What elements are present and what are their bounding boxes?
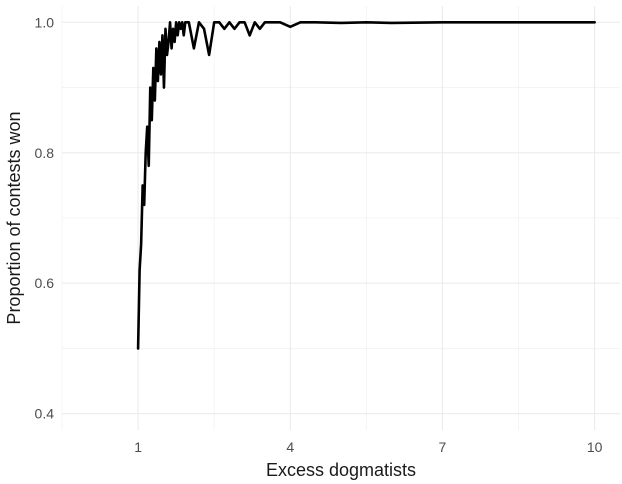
x-axis-title: Excess dogmatists xyxy=(266,460,416,480)
y-tick-label: 1.0 xyxy=(35,14,55,30)
x-tick-label: 7 xyxy=(439,439,447,455)
gridlines xyxy=(62,6,620,430)
y-tick-label: 0.6 xyxy=(35,275,55,291)
x-tick-label: 1 xyxy=(134,439,142,455)
x-tick-label: 10 xyxy=(587,439,603,455)
y-tick-label: 0.4 xyxy=(35,406,55,422)
y-axis-ticks: 0.4 0.6 0.8 1.0 xyxy=(35,14,55,421)
y-axis-title: Proportion of contests won xyxy=(4,111,24,324)
x-axis-ticks: 1 4 7 10 xyxy=(134,439,602,455)
y-tick-label: 0.8 xyxy=(35,145,55,161)
x-tick-label: 4 xyxy=(286,439,294,455)
